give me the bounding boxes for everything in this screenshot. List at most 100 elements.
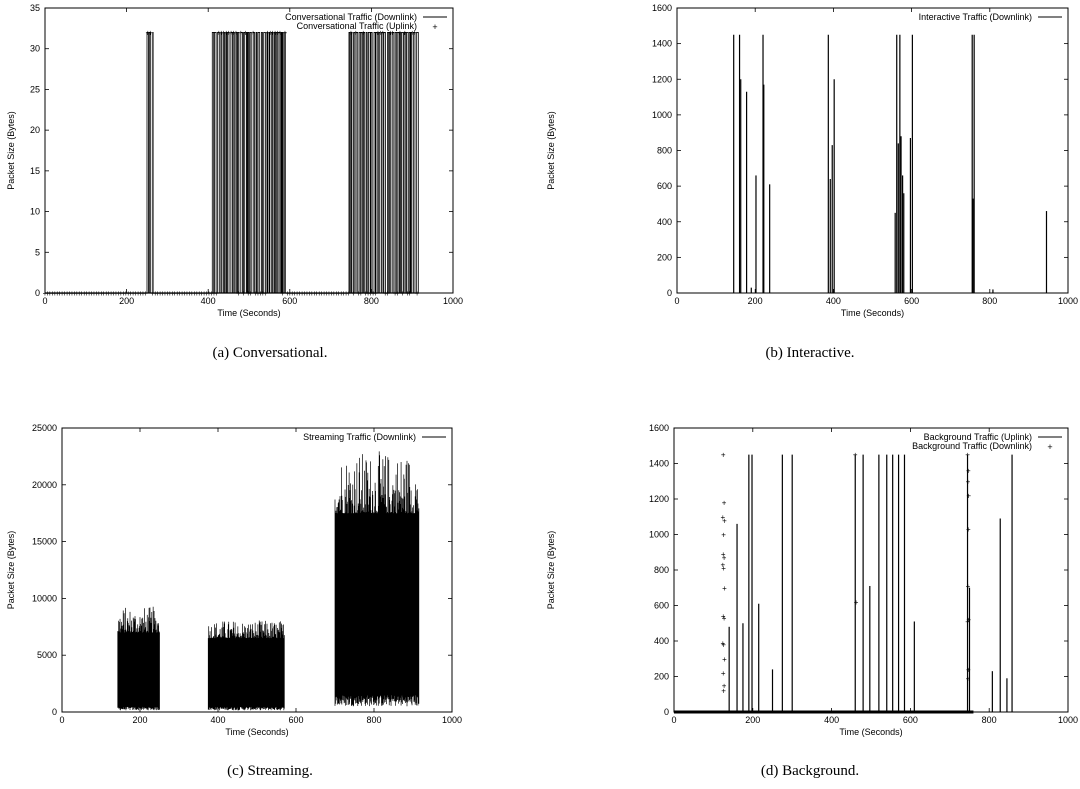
point-mark: + [368, 289, 373, 298]
point-mark: + [251, 28, 256, 37]
series-0 [117, 451, 420, 711]
point-mark: + [388, 28, 393, 37]
x-tick-label: 0 [42, 296, 47, 306]
point-mark: + [319, 289, 324, 298]
y-tick-label: 800 [657, 146, 672, 156]
point-mark: + [853, 451, 858, 460]
burst-mark [355, 32, 359, 293]
point-mark: + [721, 612, 726, 621]
point-mark: + [182, 289, 187, 298]
burst-mark [416, 32, 419, 293]
point-mark: + [94, 289, 99, 298]
panel-d: 0 200 400 600 800 1000 0 200 400 600 800 1000 1200 14… [540, 415, 1080, 789]
y-tick-label: 200 [657, 252, 672, 262]
burst-mark [367, 32, 371, 293]
legend-sample: + [432, 22, 437, 32]
point-mark: + [180, 289, 185, 298]
burst-mark [388, 32, 392, 293]
point-mark: + [721, 564, 726, 573]
point-mark: + [57, 289, 62, 298]
point-mark: + [248, 289, 253, 298]
x-tick-label: 200 [119, 296, 134, 306]
x-tick-label: 1000 [1058, 296, 1078, 306]
point-mark: + [722, 614, 727, 623]
y-tick-label: 20000 [32, 480, 57, 490]
point-mark: + [376, 28, 381, 37]
point-mark: + [407, 289, 412, 298]
point-mark: + [380, 28, 385, 37]
y-tick-label: 1600 [649, 423, 669, 433]
y-tick-label: 5 [35, 247, 40, 257]
point-mark: + [60, 289, 65, 298]
y-tick-label: 800 [654, 565, 669, 575]
burst-mark [243, 32, 246, 293]
point-mark: + [395, 289, 400, 298]
burst-mark [255, 32, 258, 293]
point-mark: + [309, 289, 314, 298]
point-mark: + [234, 28, 239, 37]
x-tick-label: 1000 [1058, 715, 1078, 725]
point-mark: + [287, 289, 292, 298]
point-mark: + [243, 28, 248, 37]
x-tick-label: 0 [674, 296, 679, 306]
point-mark: + [722, 584, 727, 593]
burst-mark [394, 32, 398, 293]
x-tick-label: 400 [824, 715, 839, 725]
burst-mark [223, 32, 225, 293]
point-mark: + [67, 289, 72, 298]
point-mark: + [150, 289, 155, 298]
point-mark: + [190, 289, 195, 298]
point-mark: + [158, 289, 163, 298]
chart-a-svg: 0 200 400 600 800 1000 0 5 10 15 20 25 30 35 Time (Sec… [6, 3, 463, 318]
burst-mark [363, 32, 366, 293]
point-mark: + [283, 28, 288, 37]
point-mark: + [324, 289, 329, 298]
point-mark: + [412, 28, 417, 37]
burst-mark [277, 32, 281, 293]
point-mark: + [111, 289, 116, 298]
plot-frame [673, 427, 1069, 713]
point-mark: + [322, 289, 327, 298]
point-mark: + [65, 289, 70, 298]
y-tick-label: 10000 [32, 593, 57, 603]
point-mark: + [231, 28, 236, 37]
y-axis-label: Packet Size (Bytes) [546, 111, 556, 190]
burst-mark [375, 32, 378, 293]
x-tick-label: 1000 [442, 715, 462, 725]
point-mark: + [119, 289, 124, 298]
point-mark: + [170, 289, 175, 298]
burst-mark [350, 32, 353, 293]
y-tick-label: 10 [30, 207, 40, 217]
point-mark: + [292, 289, 297, 298]
point-mark: + [72, 289, 77, 298]
point-mark: + [351, 289, 356, 298]
x-axis-label: Time (Seconds) [841, 308, 904, 318]
point-mark: + [275, 28, 280, 37]
chart-c-svg: 0 200 400 600 800 100005000100001500020000250… [6, 423, 462, 737]
burst-mark [247, 32, 250, 293]
point-mark: + [336, 289, 341, 298]
burst-mark [261, 32, 263, 293]
point-mark: + [263, 289, 268, 298]
point-mark: + [722, 554, 727, 563]
chart-d-svg: 0 200 400 600 800 1000 0 200 400 600 800 1000 1200 14… [546, 423, 1078, 737]
point-mark: + [52, 289, 57, 298]
point-mark: + [854, 598, 859, 607]
burst-mark [360, 32, 363, 293]
point-mark: + [721, 513, 726, 522]
point-mark: + [361, 28, 366, 37]
band-core [117, 644, 160, 702]
point-mark: + [175, 289, 180, 298]
point-mark: + [82, 289, 87, 298]
x-tick-label: 0 [671, 715, 676, 725]
point-mark: + [114, 289, 119, 298]
point-mark: + [721, 641, 726, 650]
point-mark: + [363, 289, 368, 298]
point-mark: + [101, 289, 106, 298]
point-mark: + [253, 289, 258, 298]
point-mark: + [721, 687, 726, 696]
point-mark: + [305, 289, 310, 298]
point-mark: + [199, 289, 204, 298]
point-mark: + [371, 289, 376, 298]
y-tick-label: 0 [664, 707, 669, 717]
